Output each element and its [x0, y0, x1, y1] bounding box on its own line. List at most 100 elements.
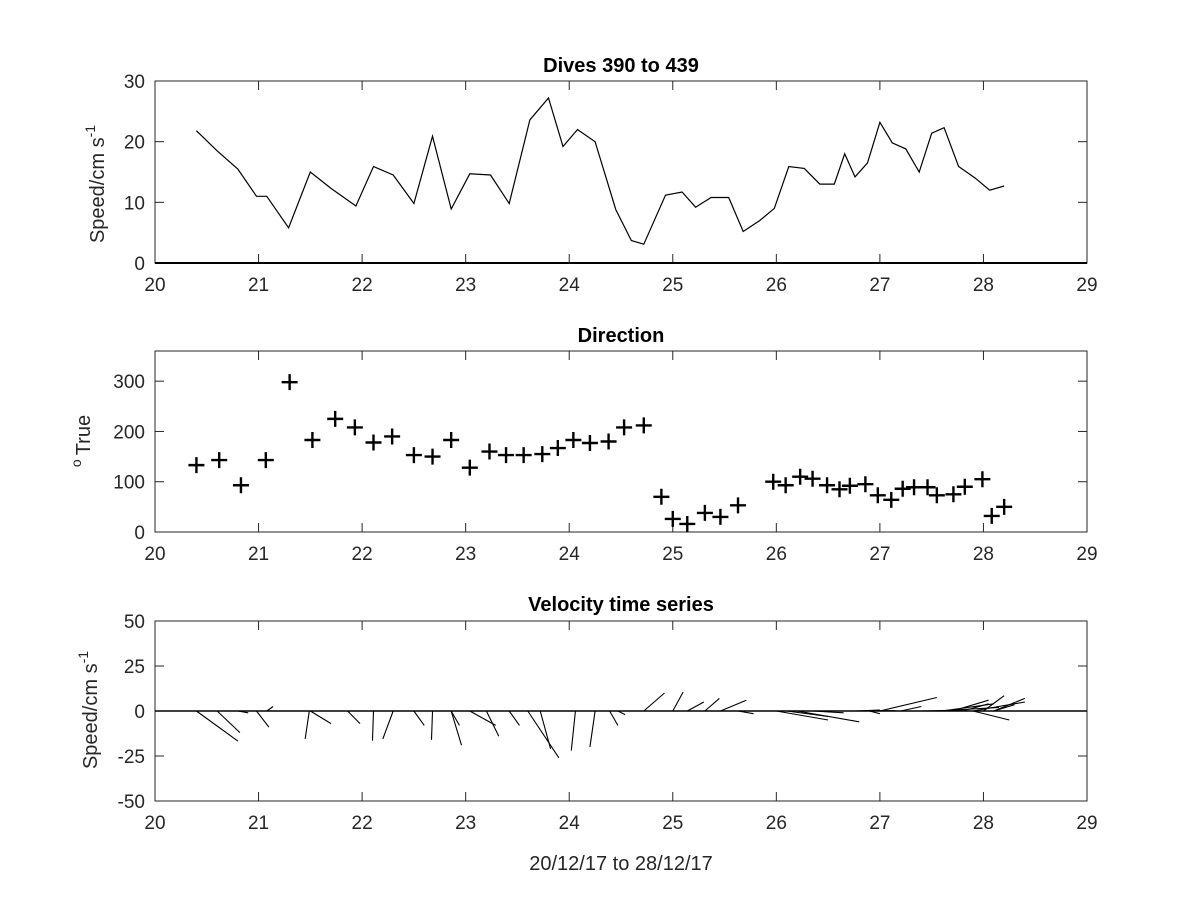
- direction-point: [831, 481, 848, 498]
- direction-point: [232, 477, 249, 494]
- velocity-stick: [672, 691, 684, 712]
- direction-point: [581, 435, 598, 452]
- x-tick-label: 24: [559, 813, 581, 834]
- velocity-stick: [450, 710, 460, 726]
- direction-point: [257, 452, 274, 469]
- x-tick-label: 20: [144, 813, 165, 834]
- velocity-stick: [869, 710, 881, 715]
- x-tick-label: 26: [766, 275, 787, 296]
- x-tick-label: 23: [455, 275, 476, 296]
- x-tick-label: 21: [248, 275, 269, 296]
- velocity-stick: [972, 701, 1025, 712]
- direction-point: [481, 443, 498, 460]
- direction-point: [974, 471, 991, 488]
- direction-point: [765, 473, 782, 490]
- velocity-ylabel: Speed/cm s-1: [75, 651, 102, 769]
- velocity-stick: [347, 710, 361, 724]
- direction-point: [327, 410, 344, 427]
- x-tick-label: 29: [1076, 275, 1097, 296]
- direction-point: [730, 497, 747, 514]
- velocity-stick: [879, 696, 937, 712]
- x-tick-label: 25: [662, 813, 683, 834]
- x-tick-label: 26: [766, 544, 787, 565]
- y-tick-label: 0: [134, 523, 145, 544]
- velocity-stick: [266, 706, 274, 712]
- y-tick-label: 20: [124, 133, 145, 154]
- velocity-stick: [776, 710, 829, 721]
- direction-point: [696, 504, 713, 521]
- panel-direction: Direction oTrue 20 21 22 23 24 25 26 27 28 29 0 100…: [68, 325, 1098, 565]
- x-tick-label: 21: [248, 813, 269, 834]
- velocity-stick: [413, 710, 425, 726]
- direction-point: [281, 374, 298, 391]
- direction-point: [635, 417, 652, 434]
- x-tick-label: 23: [455, 544, 476, 565]
- direction-point: [616, 419, 633, 436]
- x-tick-label: 22: [352, 544, 373, 565]
- speed-marks: 20 21 22 23 24 25 26 27 28 29 0 10 20 30: [124, 72, 1098, 296]
- velocity-stick: [589, 710, 596, 748]
- direction-point: [804, 470, 821, 487]
- direction-point: [919, 479, 936, 496]
- direction-point: [600, 433, 617, 450]
- panel-speed: Dives 390 to 439 Speed/cm s-1 20 21 22 23 24…: [82, 55, 1098, 296]
- velocity-stick: [570, 710, 576, 751]
- velocity-stick: [983, 695, 1005, 712]
- direction-point: [906, 479, 923, 496]
- velocity-stick: [371, 710, 375, 741]
- x-tick-label: 27: [869, 813, 890, 834]
- velocity-stick: [643, 692, 665, 712]
- direction-point: [384, 428, 401, 445]
- direction-point: [883, 491, 900, 508]
- direction-point: [549, 440, 566, 457]
- x-tick-label: 25: [662, 275, 683, 296]
- velocity-stick: [972, 710, 1010, 721]
- velocity-stick: [900, 705, 922, 712]
- velocity-stick: [216, 710, 241, 733]
- speed-ylabel: Speed/cm s-1: [82, 125, 109, 243]
- direction-point: [664, 510, 681, 527]
- direction-title: Direction: [578, 325, 665, 347]
- velocity-stick: [796, 710, 860, 723]
- velocity-stick: [737, 710, 754, 715]
- direction-point: [653, 488, 670, 505]
- direction-point: [188, 457, 205, 474]
- x-tick-label: 28: [973, 544, 994, 565]
- direction-ylabel: oTrue: [68, 415, 95, 467]
- velocity-stick: [687, 701, 705, 712]
- y-tick-label: 100: [113, 473, 145, 494]
- velocity-stick: [952, 699, 989, 712]
- x-tick-label: 22: [352, 813, 373, 834]
- y-tick-label: 200: [113, 422, 145, 443]
- y-tick-label: 30: [124, 72, 145, 93]
- y-tick-label: 0: [134, 702, 145, 723]
- direction-point: [841, 477, 858, 494]
- direction-point: [928, 487, 945, 504]
- velocity-stick: [720, 699, 747, 712]
- direction-point: [996, 498, 1013, 515]
- x-tick-label: 20: [144, 544, 165, 565]
- direction-point: [424, 448, 441, 465]
- panel-velocity: Velocity time series Speed/cm s-1 20/12/…: [75, 594, 1098, 875]
- direction-point: [857, 476, 874, 493]
- y-tick-label: -50: [118, 792, 145, 813]
- velocity-stick: [962, 703, 989, 712]
- direction-point: [894, 480, 911, 497]
- x-tick-label: 24: [559, 275, 581, 296]
- x-tick-label: 20: [144, 275, 165, 296]
- velocity-stick: [993, 697, 1026, 712]
- direction-point: [365, 434, 382, 451]
- direction-point: [869, 487, 886, 504]
- y-tick-label: 0: [134, 254, 145, 275]
- x-tick-label: 28: [973, 275, 994, 296]
- velocity-stick: [704, 697, 720, 712]
- direction-point: [983, 507, 1000, 524]
- direction-point: [792, 468, 809, 485]
- velocity-stick: [196, 710, 239, 742]
- x-tick-label: 28: [973, 813, 994, 834]
- direction-point: [712, 508, 729, 525]
- x-tick-label: 24: [559, 544, 581, 565]
- y-tick-label: 50: [124, 612, 145, 633]
